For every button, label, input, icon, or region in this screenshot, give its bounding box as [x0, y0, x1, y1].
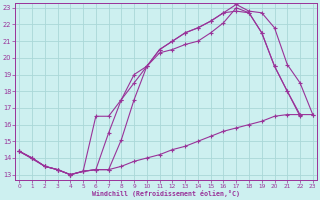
- X-axis label: Windchill (Refroidissement éolien,°C): Windchill (Refroidissement éolien,°C): [92, 190, 240, 197]
